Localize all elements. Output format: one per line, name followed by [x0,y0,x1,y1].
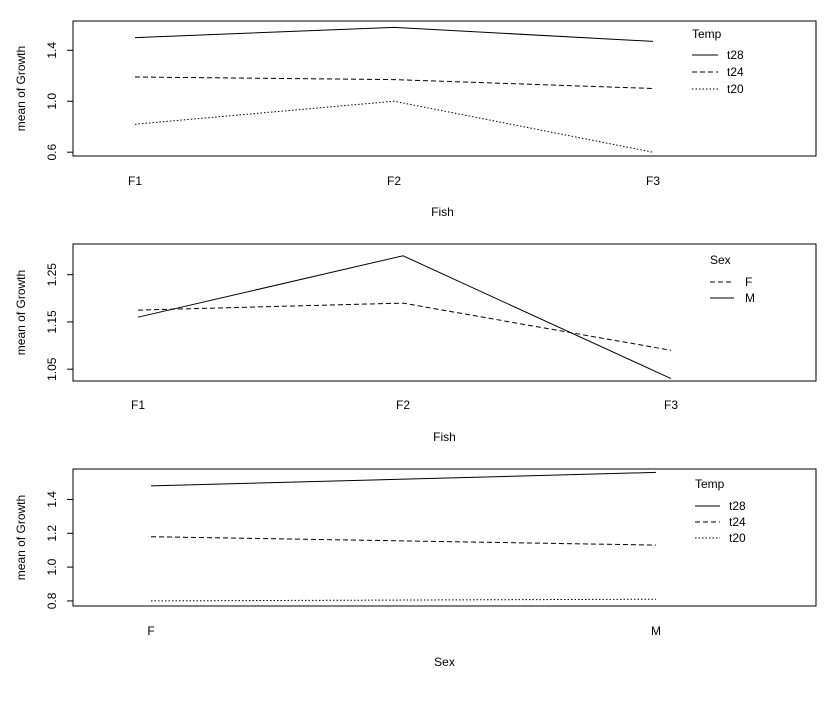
panel2-series-line-M [137,255,672,380]
panel1-series-line-t24 [134,76,654,89]
panel3-series-line-t20 [150,598,657,602]
panel3-y-tick-label: 1.0 [45,558,59,575]
panel1-y-tick-label: 1.4 [45,42,59,59]
panel3-legend-title: Temp [695,477,725,491]
panel2-x-category-label: F3 [664,398,678,412]
panel2-y-axis-title: mean of Growth [14,270,28,355]
panel1-legend-label-t24: t24 [727,65,744,79]
panel2-legend-title: Sex [710,253,731,267]
panel3-x-category-label: F [147,624,154,638]
panel2-plot-frame [72,243,817,382]
panel3-y-axis-title: mean of Growth [14,495,28,580]
panel1-series-line-t20 [134,100,654,153]
panel2-x-axis-title: Fish [433,430,456,444]
panel3-series-line-t24 [150,536,657,546]
panel3-y-tick-label: 1.2 [45,525,59,542]
panel1-x-category-label: F2 [387,174,401,188]
panel3-y-tick-label: 1.4 [45,491,59,508]
panel1-legend-title: Temp [692,27,722,41]
panel1-series-line-t28 [134,26,654,42]
panel1-legend-label-t20: t20 [727,82,744,96]
panel2-x-category-label: F1 [131,398,145,412]
panel2-x-category-label: F2 [396,398,410,412]
panel2-y-tick-label: 1.25 [45,263,59,287]
panel1-x-category-label: F3 [646,174,660,188]
panel3-y-tick-label: 0.8 [45,592,59,609]
panel1-legend-label-t28: t28 [727,48,744,62]
panel2-legend-label-M: M [745,291,755,305]
panel3-legend-label-t20: t20 [729,531,746,545]
panel3-x-axis-title: Sex [434,655,455,669]
panel2-series-line-F [137,302,672,351]
panel3-legend-label-t28: t28 [729,499,746,513]
panel2-y-tick-label: 1.15 [45,310,59,334]
panel1-x-category-label: F1 [128,174,142,188]
panel3-legend-label-t24: t24 [729,515,746,529]
panel1-y-tick-label: 1.0 [45,93,59,110]
panel1-y-axis-title: mean of Growth [14,46,28,131]
panel2-legend-label-F: F [745,275,752,289]
panel1-y-tick-label: 0.6 [45,144,59,161]
panel1-plot-frame [72,20,817,157]
panel2-y-tick-label: 1.05 [45,357,59,381]
panel1-x-axis-title: Fish [431,205,454,219]
panel3-x-category-label: M [651,624,661,638]
panel3-series-line-t28 [150,471,657,487]
